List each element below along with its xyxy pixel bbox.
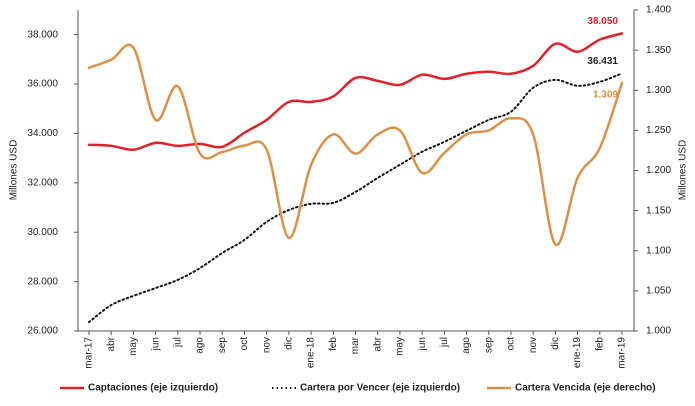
y-tick-label: 26.000 <box>27 326 58 337</box>
x-tick-label: mar <box>350 336 361 354</box>
x-tick-label: oct <box>239 337 250 351</box>
y-tick-label: 30.000 <box>27 227 58 238</box>
x-tick-label: may <box>128 337 139 356</box>
y2-tick-label: 1.350 <box>646 45 671 56</box>
value-label: 1.309 <box>593 90 618 101</box>
x-tick-label: oct <box>506 337 517 351</box>
x-tick-label: ago <box>195 337 206 354</box>
x-tick-label: jul <box>439 337 450 348</box>
y2-tick-label: 1.300 <box>646 85 671 96</box>
legend-label: Cartera Vencida (eje derecho) <box>515 383 656 394</box>
y2-tick-label: 1.200 <box>646 165 671 176</box>
x-tick-label: dic <box>550 337 561 350</box>
series-line <box>88 72 623 324</box>
x-tick-label: ene-19 <box>572 337 583 369</box>
y-tick-label: 38.000 <box>27 29 58 40</box>
x-tick-label: jul <box>172 337 183 348</box>
y-tick-label: 28.000 <box>27 276 58 287</box>
legend-label: Cartera por Vencer (eje izquierdo) <box>300 383 460 394</box>
series-line <box>87 32 624 152</box>
y2-tick-label: 1.100 <box>646 245 671 256</box>
x-tick-label: dic <box>284 337 295 350</box>
y2-tick-label: 1.000 <box>646 326 671 337</box>
x-tick-label: abr <box>106 336 117 351</box>
x-tick-label: nov <box>261 337 272 353</box>
series-line <box>87 43 624 246</box>
value-label: 38.050 <box>587 16 618 27</box>
y2-axis-label: Millones USD <box>678 140 689 201</box>
x-tick-label: feb <box>594 337 605 351</box>
x-tick-label: may <box>395 337 406 356</box>
x-tick-label: feb <box>328 337 339 351</box>
x-tick-label: jun <box>417 337 428 351</box>
x-tick-label: jun <box>150 337 161 351</box>
y2-tick-label: 1.250 <box>646 125 671 136</box>
y-axis-label: Millones USD <box>9 140 20 201</box>
x-tick-label: sep <box>217 337 228 354</box>
y2-tick-label: 1.400 <box>646 5 671 16</box>
y-tick-label: 34.000 <box>27 128 58 139</box>
x-tick-label: ago <box>461 337 472 354</box>
value-label: 36.431 <box>587 56 618 67</box>
y2-tick-label: 1.050 <box>646 286 671 297</box>
y-tick-label: 32.000 <box>27 177 58 188</box>
x-tick-label: mar-17 <box>84 337 95 369</box>
legend-label: Captaciones (eje izquierdo) <box>88 383 218 394</box>
y-tick-label: 36.000 <box>27 79 58 90</box>
x-tick-label: mar-19 <box>617 337 628 369</box>
x-tick-label: ene-18 <box>306 337 317 369</box>
x-tick-label: abr <box>372 336 383 351</box>
x-tick-label: nov <box>528 337 539 353</box>
x-tick-label: sep <box>483 337 494 354</box>
y2-tick-label: 1.150 <box>646 205 671 216</box>
